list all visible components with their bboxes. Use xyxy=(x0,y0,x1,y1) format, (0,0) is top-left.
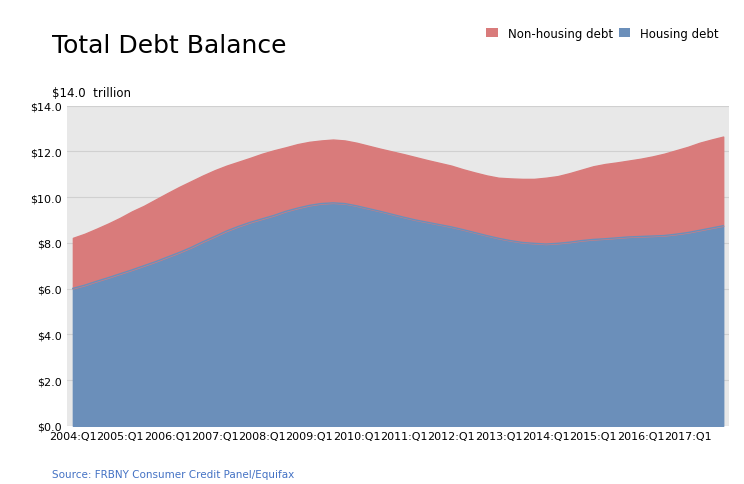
Legend: Non-housing debt, Housing debt: Non-housing debt, Housing debt xyxy=(481,23,723,45)
Text: Source: FRBNY Consumer Credit Panel/Equifax: Source: FRBNY Consumer Credit Panel/Equi… xyxy=(52,469,295,479)
Text: Total Debt Balance: Total Debt Balance xyxy=(52,34,286,58)
Text: $14.0  trillion: $14.0 trillion xyxy=(52,87,131,100)
